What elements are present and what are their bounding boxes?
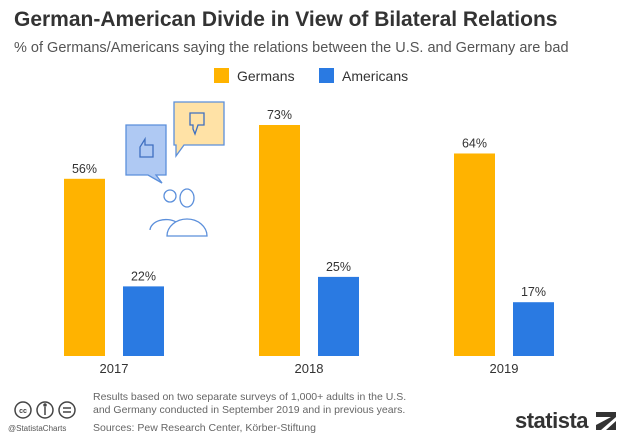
data-label: 56% [72, 162, 97, 176]
data-label: 17% [521, 285, 546, 299]
creative-commons-icon: cc [14, 401, 76, 419]
bar-germans-2018 [259, 125, 300, 356]
bar-americans-2018 [318, 276, 359, 356]
thumbs-down-speech-bubble-icon [173, 101, 225, 158]
chart-title: German-American Divide in View of Bilate… [14, 8, 558, 31]
data-label: 73% [267, 108, 292, 122]
data-label: 22% [131, 269, 156, 283]
bar-germans-2019 [454, 153, 495, 356]
statista-logo-icon [595, 412, 616, 430]
notes-line: and Germany conducted in September 2019 … [93, 404, 406, 416]
sources: Sources: Pew Research Center, Körber-Sti… [93, 422, 316, 434]
x-tick-label: 2019 [490, 361, 519, 376]
legend-swatch [214, 68, 229, 83]
data-label: 64% [462, 136, 487, 150]
legend-label: Germans [237, 68, 295, 84]
people-icon [149, 188, 208, 237]
data-label: 25% [326, 260, 351, 274]
bar-americans-2017 [123, 286, 164, 356]
chart-subtitle: % of Germans/Americans saying the relati… [14, 40, 569, 56]
legend-swatch [319, 68, 334, 83]
bar-germans-2017 [64, 178, 105, 356]
illustration-icon [125, 101, 225, 237]
legend-label: Americans [342, 68, 408, 84]
bar-americans-2019 [513, 302, 554, 356]
svg-text:cc: cc [19, 408, 27, 415]
x-tick-label: 2018 [295, 361, 324, 376]
twitter-handle: @StatistaCharts [8, 424, 67, 433]
thumbs-up-speech-bubble-icon [125, 124, 167, 184]
x-tick-label: 2017 [100, 361, 129, 376]
statista-logo: statista [515, 408, 616, 434]
chart-notes: Results based on two separate surveys of… [93, 391, 406, 417]
notes-line: Results based on two separate surveys of… [93, 391, 407, 403]
